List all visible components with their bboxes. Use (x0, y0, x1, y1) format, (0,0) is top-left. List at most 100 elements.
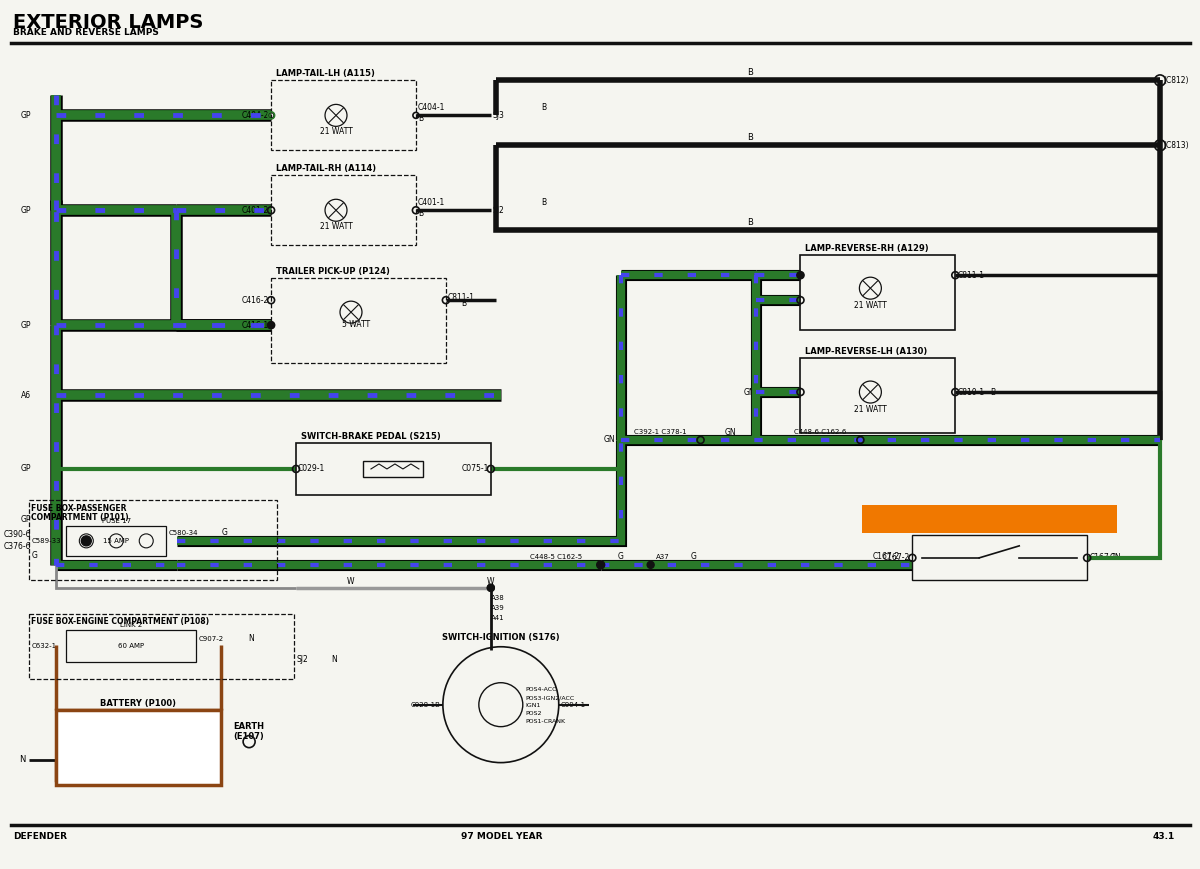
Text: C448-5 C162-5: C448-5 C162-5 (529, 554, 582, 560)
Text: 21 WATT: 21 WATT (319, 222, 353, 231)
Bar (29, 500, 277, 580)
Text: G: G (31, 551, 37, 561)
Text: C416-2: C416-2 (242, 295, 269, 305)
Text: 12.6 VOLTS: 12.6 VOLTS (119, 773, 158, 779)
Text: B: B (990, 388, 995, 396)
Text: GN: GN (1110, 554, 1122, 562)
Text: C167-1: C167-1 (1090, 554, 1116, 562)
Text: C455-2: C455-2 (772, 270, 798, 280)
Text: C632-1: C632-1 (31, 643, 56, 649)
Text: C404-2: C404-2 (241, 111, 269, 120)
Bar (912, 535, 1087, 580)
Text: (C812): (C812) (1163, 76, 1188, 85)
Text: N: N (331, 655, 337, 664)
Text: SJ2: SJ2 (493, 206, 504, 215)
Text: TRAILER PICK-UP (P124): TRAILER PICK-UP (P124) (276, 267, 390, 276)
Text: C810-1: C810-1 (958, 388, 984, 396)
Text: GN: GN (744, 388, 756, 396)
Text: LINK 2: LINK 2 (120, 622, 143, 627)
Text: 21 WATT: 21 WATT (319, 127, 353, 136)
Text: G: G (690, 553, 696, 561)
Circle shape (596, 561, 605, 569)
Text: A41: A41 (491, 614, 504, 620)
Bar (271, 278, 446, 363)
Bar (296, 443, 491, 495)
Text: POS3-IGN2/ACC: POS3-IGN2/ACC (526, 695, 575, 700)
Text: C589-33: C589-33 (31, 538, 61, 544)
Text: C376-6: C376-6 (4, 542, 31, 551)
Text: POS4-ACC: POS4-ACC (526, 687, 557, 693)
Text: SJ2: SJ2 (296, 655, 308, 664)
Bar (362, 461, 422, 477)
Bar (29, 614, 294, 679)
Text: SJ3: SJ3 (493, 111, 505, 120)
Text: C416-1: C416-1 (242, 321, 269, 329)
Text: COMPARTMENT (P101): COMPARTMENT (P101) (31, 513, 128, 522)
Text: G: G (221, 528, 227, 537)
Text: SWITCH-IGNITION (S176): SWITCH-IGNITION (S176) (442, 633, 559, 642)
Bar (271, 176, 416, 245)
Text: C811-1: C811-1 (448, 293, 475, 302)
Bar (800, 255, 955, 330)
Text: B: B (541, 103, 546, 112)
Circle shape (647, 561, 654, 568)
Circle shape (487, 584, 494, 591)
Bar (800, 358, 955, 433)
Text: C075-1: C075-1 (462, 464, 488, 474)
Text: W: W (487, 577, 494, 587)
Text: FUSE BOX-PASSENGER: FUSE BOX-PASSENGER (31, 504, 127, 513)
Text: C401-2: C401-2 (242, 206, 269, 215)
Text: 97 MODEL YEAR: 97 MODEL YEAR (461, 832, 542, 841)
Text: B: B (461, 299, 466, 308)
Text: C390-6: C390-6 (4, 530, 31, 540)
Text: C167-2: C167-2 (874, 553, 900, 561)
Bar (271, 81, 416, 150)
Text: A38: A38 (491, 594, 504, 600)
Text: LAMP-REVERSE-RH (A129): LAMP-REVERSE-RH (A129) (805, 244, 929, 253)
Text: C167-2: C167-2 (883, 554, 911, 562)
Text: C811-1: C811-1 (958, 270, 984, 280)
Text: W: W (347, 577, 355, 587)
Text: IGN1: IGN1 (526, 703, 541, 708)
Text: SWITCH-REVERSE LAMP (S103): SWITCH-REVERSE LAMP (S103) (904, 514, 1074, 524)
Circle shape (82, 536, 91, 546)
Text: C094-1: C094-1 (560, 701, 586, 707)
Text: POS1-CRANK: POS1-CRANK (526, 720, 566, 724)
Text: C490-1: C490-1 (772, 388, 798, 396)
Circle shape (487, 584, 494, 591)
Text: C392-1 C378-1: C392-1 C378-1 (635, 429, 686, 435)
Text: GP: GP (20, 515, 31, 524)
Text: C028-1B: C028-1B (412, 701, 440, 707)
Text: C580-34: C580-34 (168, 530, 198, 536)
Bar (66, 630, 196, 661)
Text: C029-1: C029-1 (298, 464, 325, 474)
Text: GP: GP (20, 321, 31, 329)
Text: SWITCH-BRAKE PEDAL (S215): SWITCH-BRAKE PEDAL (S215) (301, 432, 440, 441)
Bar (863, 505, 1117, 533)
Text: C401-1: C401-1 (418, 198, 445, 207)
Text: 15 AMP: 15 AMP (103, 538, 130, 544)
Text: BRAKE AND REVERSE LAMPS: BRAKE AND REVERSE LAMPS (13, 29, 160, 37)
Text: BATTERY (P100): BATTERY (P100) (101, 699, 176, 707)
Text: C404-1: C404-1 (418, 103, 445, 112)
Text: N: N (61, 742, 67, 751)
Text: A37: A37 (655, 554, 670, 560)
Text: C455-1: C455-1 (772, 295, 798, 305)
Text: 21 WATT: 21 WATT (854, 301, 887, 309)
Text: (E107): (E107) (234, 733, 264, 741)
Text: GP: GP (20, 111, 31, 120)
Text: 5 WATT: 5 WATT (342, 320, 370, 328)
Text: A6: A6 (22, 390, 31, 400)
Text: POS2: POS2 (526, 711, 542, 716)
Circle shape (82, 536, 91, 546)
Circle shape (798, 272, 804, 278)
Text: B: B (748, 68, 754, 77)
Text: 43.1: 43.1 (1153, 832, 1175, 841)
Text: FUSE BOX-ENGINE COMPARTMENT (P108): FUSE BOX-ENGINE COMPARTMENT (P108) (31, 617, 210, 626)
Text: B: B (116, 742, 121, 751)
Text: 60 AMP: 60 AMP (118, 643, 144, 649)
Text: GP: GP (20, 206, 31, 215)
Text: GN: GN (604, 435, 616, 445)
Text: B: B (748, 133, 754, 142)
Text: B: B (541, 198, 546, 207)
